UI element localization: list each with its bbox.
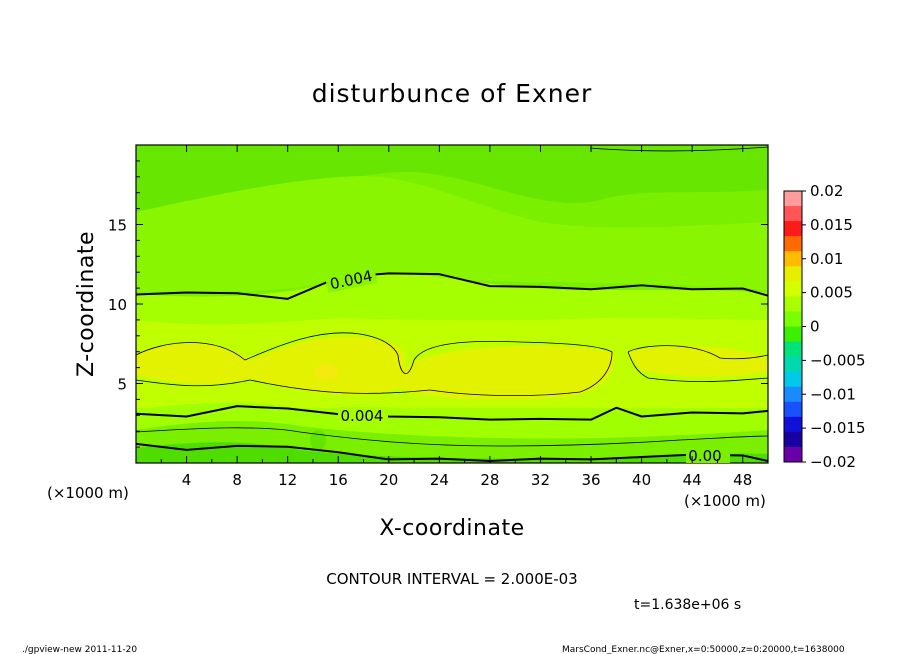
thin-contour-lobe-right [627,345,768,382]
colorbar-swatch [784,191,802,207]
x-tick-label: 8 [232,471,242,489]
colorbar-label: 0.02 [810,182,843,200]
x-tick-label: 16 [329,471,348,489]
x-tick-label: 48 [733,471,752,489]
x-tick-label: 40 [632,471,651,489]
colorbar-swatch [784,266,802,282]
x-axis: 4 8 12 16 20 24 28 32 36 40 44 48 [160,145,752,489]
x-tick-label: 20 [379,471,398,489]
contour-label-lower: 0.004 [341,407,384,425]
colorbar-swatch [784,206,802,222]
x-tick-label: 24 [430,471,449,489]
colorbar-swatch [784,341,802,358]
colorbar-swatch [784,431,802,448]
plot-area [136,145,768,463]
colorbar-swatch [784,371,802,388]
y-tick-label: 5 [117,376,127,394]
footer-right: MarsCond_Exner.nc@Exner,x=0:50000,z=0:20… [562,645,845,654]
colorbar-label: 0.015 [810,216,853,234]
chart-title: disturbunce of Exner [312,79,593,108]
colorbar-swatch [784,386,802,403]
colorbar-label: −0.015 [810,419,866,437]
colorbar-swatch [784,251,802,267]
contour-interval: CONTOUR INTERVAL = 2.000E-03 [326,570,577,588]
colorbar-swatch [784,236,802,252]
colorbar-swatch [784,326,802,343]
colorbar-swatch [784,446,802,463]
x-tick-label: 44 [683,471,702,489]
colorbar-swatch [784,221,802,237]
x-tick-label: 32 [531,471,550,489]
field-band-upper [136,145,768,212]
colorbar-label: 0.01 [810,250,843,268]
contour-labels: 0.004 0.004 0.00 [324,264,730,465]
y-tick-label: 15 [108,217,127,235]
x-axis-title: X-coordinate [379,516,524,541]
x-tick-label: 12 [278,471,297,489]
field-small-patch [276,213,288,223]
footer-left: ./gpview-new 2011-11-20 [22,645,137,654]
y-axis-title: Z-coordinate [74,231,99,377]
colorbar-swatch [784,296,802,312]
colorbar-label: −0.005 [810,351,866,369]
colorbar-label: 0 [810,318,820,336]
y-unit-label: (×1000 m) [47,484,129,502]
field-bottom-patch [310,430,326,450]
field-core-yellow2 [628,345,768,377]
y-tick-label: 10 [108,296,127,314]
x-tick-label: 28 [480,471,499,489]
colorbar: 0.02 0.015 0.01 0.005 0 −0.005 −0.01 −0.015 −0.0… [783,182,866,471]
time-label: t=1.638e+06 s [634,597,741,613]
colorbar-swatch [784,281,802,297]
thin-contour-lobe-left [136,332,613,397]
thin-contour-top [589,146,768,152]
colorbar-label: −0.01 [810,385,856,403]
contour-label-zero: 0.00 [688,447,721,465]
field-core-yellow [136,336,615,400]
colorbar-label: −0.02 [810,453,856,471]
field-band-light [136,176,768,292]
x-tick-label: 36 [581,471,600,489]
colorbar-swatch [784,311,802,327]
contour-line-0 [136,272,768,300]
x-tick-label: 4 [182,471,192,489]
colorbar-swatch [784,401,802,418]
x-unit-label: (×1000 m) [684,492,766,510]
y-axis: 5 10 15 [108,160,768,448]
colorbar-swatch [784,416,802,433]
contour-line-1 [136,405,768,421]
colorbar-label: 0.005 [810,284,853,302]
field-peak [314,364,338,380]
colorbar-swatch [784,356,802,373]
thin-contour-low [136,427,768,447]
